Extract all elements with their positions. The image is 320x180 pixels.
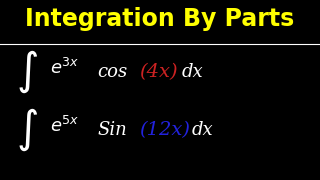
Text: Sin: Sin [98, 121, 127, 139]
Text: $e^{3x}$: $e^{3x}$ [50, 58, 79, 78]
Text: dx: dx [191, 121, 213, 139]
Text: dx: dx [182, 63, 204, 81]
Text: $e^{5x}$: $e^{5x}$ [50, 116, 79, 136]
Text: $\int$: $\int$ [16, 106, 38, 153]
Text: (4x): (4x) [139, 63, 178, 81]
Text: $\int$: $\int$ [16, 49, 38, 95]
Text: cos: cos [98, 63, 128, 81]
Text: Integration By Parts: Integration By Parts [25, 7, 295, 31]
Text: (12x): (12x) [139, 121, 190, 139]
